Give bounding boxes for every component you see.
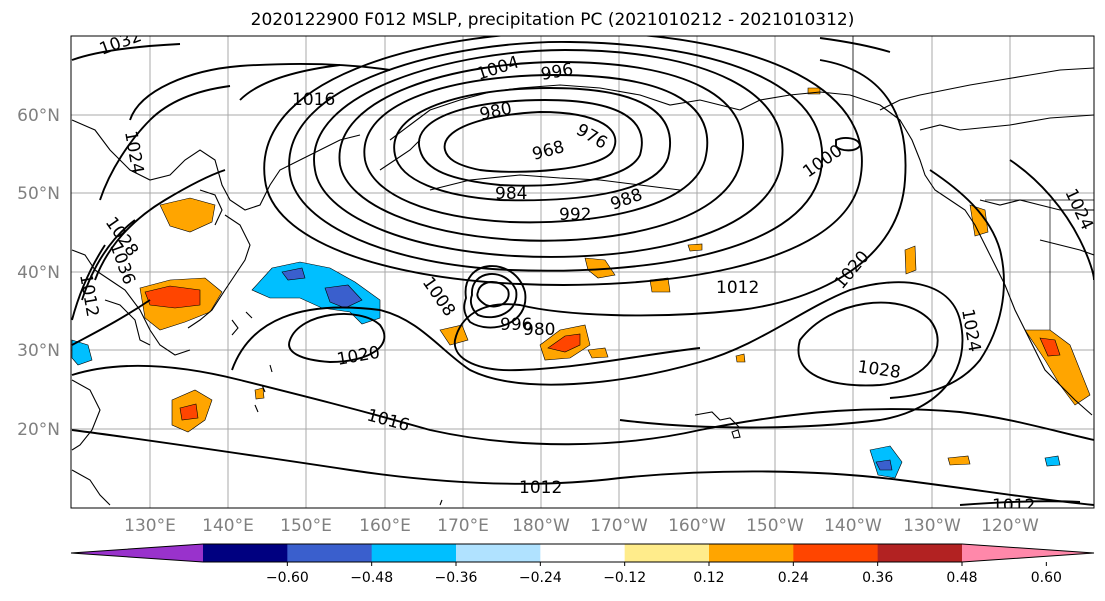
colorbar-tick-label: −0.24 (519, 570, 562, 586)
lon-label: 130°E (124, 516, 176, 536)
lon-label: 160°E (359, 516, 411, 536)
colorbar-extend-low (71, 544, 203, 562)
lon-label: 170°W (590, 516, 648, 536)
lon-label: 150°W (746, 516, 804, 536)
colorbar-bin (793, 544, 879, 562)
isobar-label: 1012 (519, 478, 562, 498)
isobar-label: 1012 (992, 496, 1035, 516)
colorbar-tick-label: 0.24 (778, 570, 809, 586)
colorbar-tick-label: 0.12 (693, 570, 724, 586)
lon-label: 170°E (437, 516, 489, 536)
lat-label: 20°N (17, 420, 60, 440)
map-title: 2020122900 F012 MSLP, precipitation PC (… (250, 10, 855, 30)
precipitation-shading (71, 87, 1091, 479)
colorbar-bin (877, 544, 963, 562)
borders (852, 36, 1094, 330)
isobars (71, 36, 1094, 506)
isobar-label: 992 (559, 205, 591, 225)
colorbar-bin (540, 544, 626, 562)
lat-label: 40°N (17, 263, 60, 283)
lat-label: 30°N (17, 341, 60, 361)
lon-label: 160°W (668, 516, 726, 536)
colorbar-outline (70, 543, 1095, 563)
colorbar: −0.60 −0.48 −0.36 −0.24 −0.12 0.12 0.24 0.36 0.4… (70, 543, 1095, 586)
colorbar-bin (287, 544, 373, 562)
colorbar-bin (624, 544, 710, 562)
isobar-label: 984 (495, 184, 527, 204)
colorbar-tick-label: −0.36 (435, 570, 478, 586)
latitude-labels: 60°N 50°N 40°N 30°N 20°N (17, 106, 60, 440)
isobar-label: 996 (500, 315, 532, 335)
lat-label: 60°N (17, 106, 60, 126)
lat-label: 50°N (17, 184, 60, 204)
lon-label: 120°W (981, 516, 1039, 536)
isobar-label: 980 (523, 320, 555, 340)
lon-label: 150°E (280, 516, 332, 536)
coastlines (71, 67, 1094, 506)
isobar-label: 1016 (292, 90, 335, 110)
colorbar-tick-label: −0.60 (266, 570, 309, 586)
longitude-labels: 130°E 140°E 150°E 160°E 170°E 180°W 170°… (124, 516, 1039, 536)
lon-label: 140°E (202, 516, 254, 536)
colorbar-extend-high (962, 544, 1094, 562)
colorbar-bin (709, 544, 794, 562)
lon-label: 140°W (824, 516, 882, 536)
colorbar-tick-label: 0.36 (862, 570, 893, 586)
colorbar-tick-label: −0.48 (350, 570, 393, 586)
colorbar-bin (371, 544, 457, 562)
isobar-label: 1012 (716, 278, 759, 298)
colorbar-tick-label: 0.48 (946, 570, 977, 586)
colorbar-tick-label: 0.60 (1031, 570, 1062, 586)
lon-label: 180°W (512, 516, 570, 536)
colorbar-tick-label: −0.12 (603, 570, 646, 586)
lon-label: 130°W (903, 516, 961, 536)
map-frame (70, 35, 1095, 509)
colorbar-bin (456, 544, 541, 562)
colorbar-bin (203, 544, 288, 562)
